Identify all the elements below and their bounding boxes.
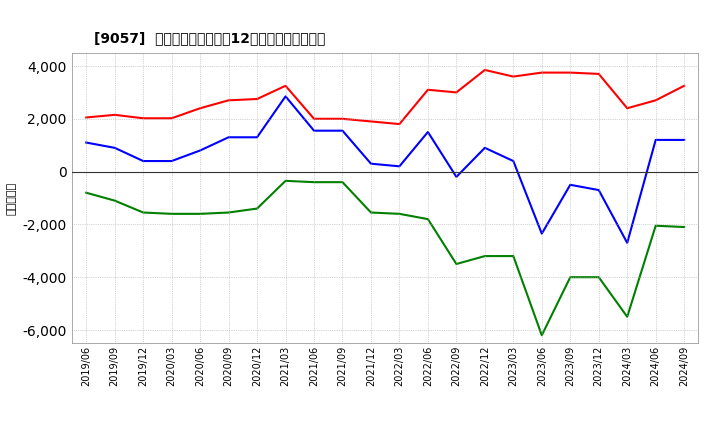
投賃CF xyxy=(395,211,404,216)
営業CF xyxy=(566,70,575,75)
フリーCF xyxy=(282,94,290,99)
フリーCF xyxy=(623,240,631,246)
営業CF xyxy=(623,106,631,111)
Legend: 営業CF, 投賃CF, フリーCF: 営業CF, 投賃CF, フリーCF xyxy=(249,436,521,440)
フリーCF xyxy=(652,137,660,143)
フリーCF xyxy=(680,137,688,143)
Text: [9057]  キャッシュフローの12か月移動合計の推移: [9057] キャッシュフローの12か月移動合計の推移 xyxy=(94,31,325,45)
フリーCF xyxy=(167,158,176,164)
フリーCF xyxy=(139,158,148,164)
フリーCF xyxy=(366,161,375,166)
投賃CF xyxy=(423,216,432,222)
Line: フリーCF: フリーCF xyxy=(86,96,684,243)
投賃CF xyxy=(366,210,375,215)
投賃CF xyxy=(82,190,91,195)
投賃CF xyxy=(680,224,688,230)
フリーCF xyxy=(196,148,204,153)
投賃CF xyxy=(139,210,148,215)
Line: 投賃CF: 投賃CF xyxy=(86,181,684,335)
営業CF xyxy=(452,90,461,95)
投賃CF xyxy=(253,206,261,211)
Y-axis label: （百万円）: （百万円） xyxy=(6,181,17,215)
営業CF xyxy=(423,87,432,92)
投賃CF xyxy=(196,211,204,216)
フリーCF xyxy=(82,140,91,145)
営業CF xyxy=(253,96,261,102)
フリーCF xyxy=(537,231,546,236)
フリーCF xyxy=(395,164,404,169)
フリーCF xyxy=(110,145,119,150)
営業CF xyxy=(110,112,119,117)
投賃CF xyxy=(566,275,575,280)
営業CF xyxy=(366,119,375,124)
フリーCF xyxy=(338,128,347,133)
営業CF xyxy=(196,106,204,111)
投賃CF xyxy=(167,211,176,216)
投賃CF xyxy=(537,333,546,338)
営業CF xyxy=(680,83,688,88)
営業CF xyxy=(82,115,91,120)
フリーCF xyxy=(509,158,518,164)
営業CF xyxy=(652,98,660,103)
営業CF xyxy=(310,116,318,121)
投賃CF xyxy=(225,210,233,215)
営業CF xyxy=(338,116,347,121)
投賃CF xyxy=(110,198,119,203)
フリーCF xyxy=(225,135,233,140)
フリーCF xyxy=(566,182,575,187)
投賃CF xyxy=(480,253,489,259)
フリーCF xyxy=(480,145,489,150)
投賃CF xyxy=(452,261,461,267)
営業CF xyxy=(595,71,603,77)
投賃CF xyxy=(282,178,290,183)
フリーCF xyxy=(253,135,261,140)
フリーCF xyxy=(423,129,432,135)
営業CF xyxy=(509,74,518,79)
営業CF xyxy=(225,98,233,103)
フリーCF xyxy=(310,128,318,133)
投賃CF xyxy=(310,180,318,185)
投賃CF xyxy=(509,253,518,259)
投賃CF xyxy=(338,180,347,185)
フリーCF xyxy=(595,187,603,193)
営業CF xyxy=(167,116,176,121)
投賃CF xyxy=(623,314,631,319)
Line: 営業CF: 営業CF xyxy=(86,70,684,124)
フリーCF xyxy=(452,174,461,180)
営業CF xyxy=(139,116,148,121)
営業CF xyxy=(537,70,546,75)
営業CF xyxy=(395,121,404,127)
投賃CF xyxy=(652,223,660,228)
営業CF xyxy=(480,67,489,73)
投賃CF xyxy=(595,275,603,280)
営業CF xyxy=(282,83,290,88)
